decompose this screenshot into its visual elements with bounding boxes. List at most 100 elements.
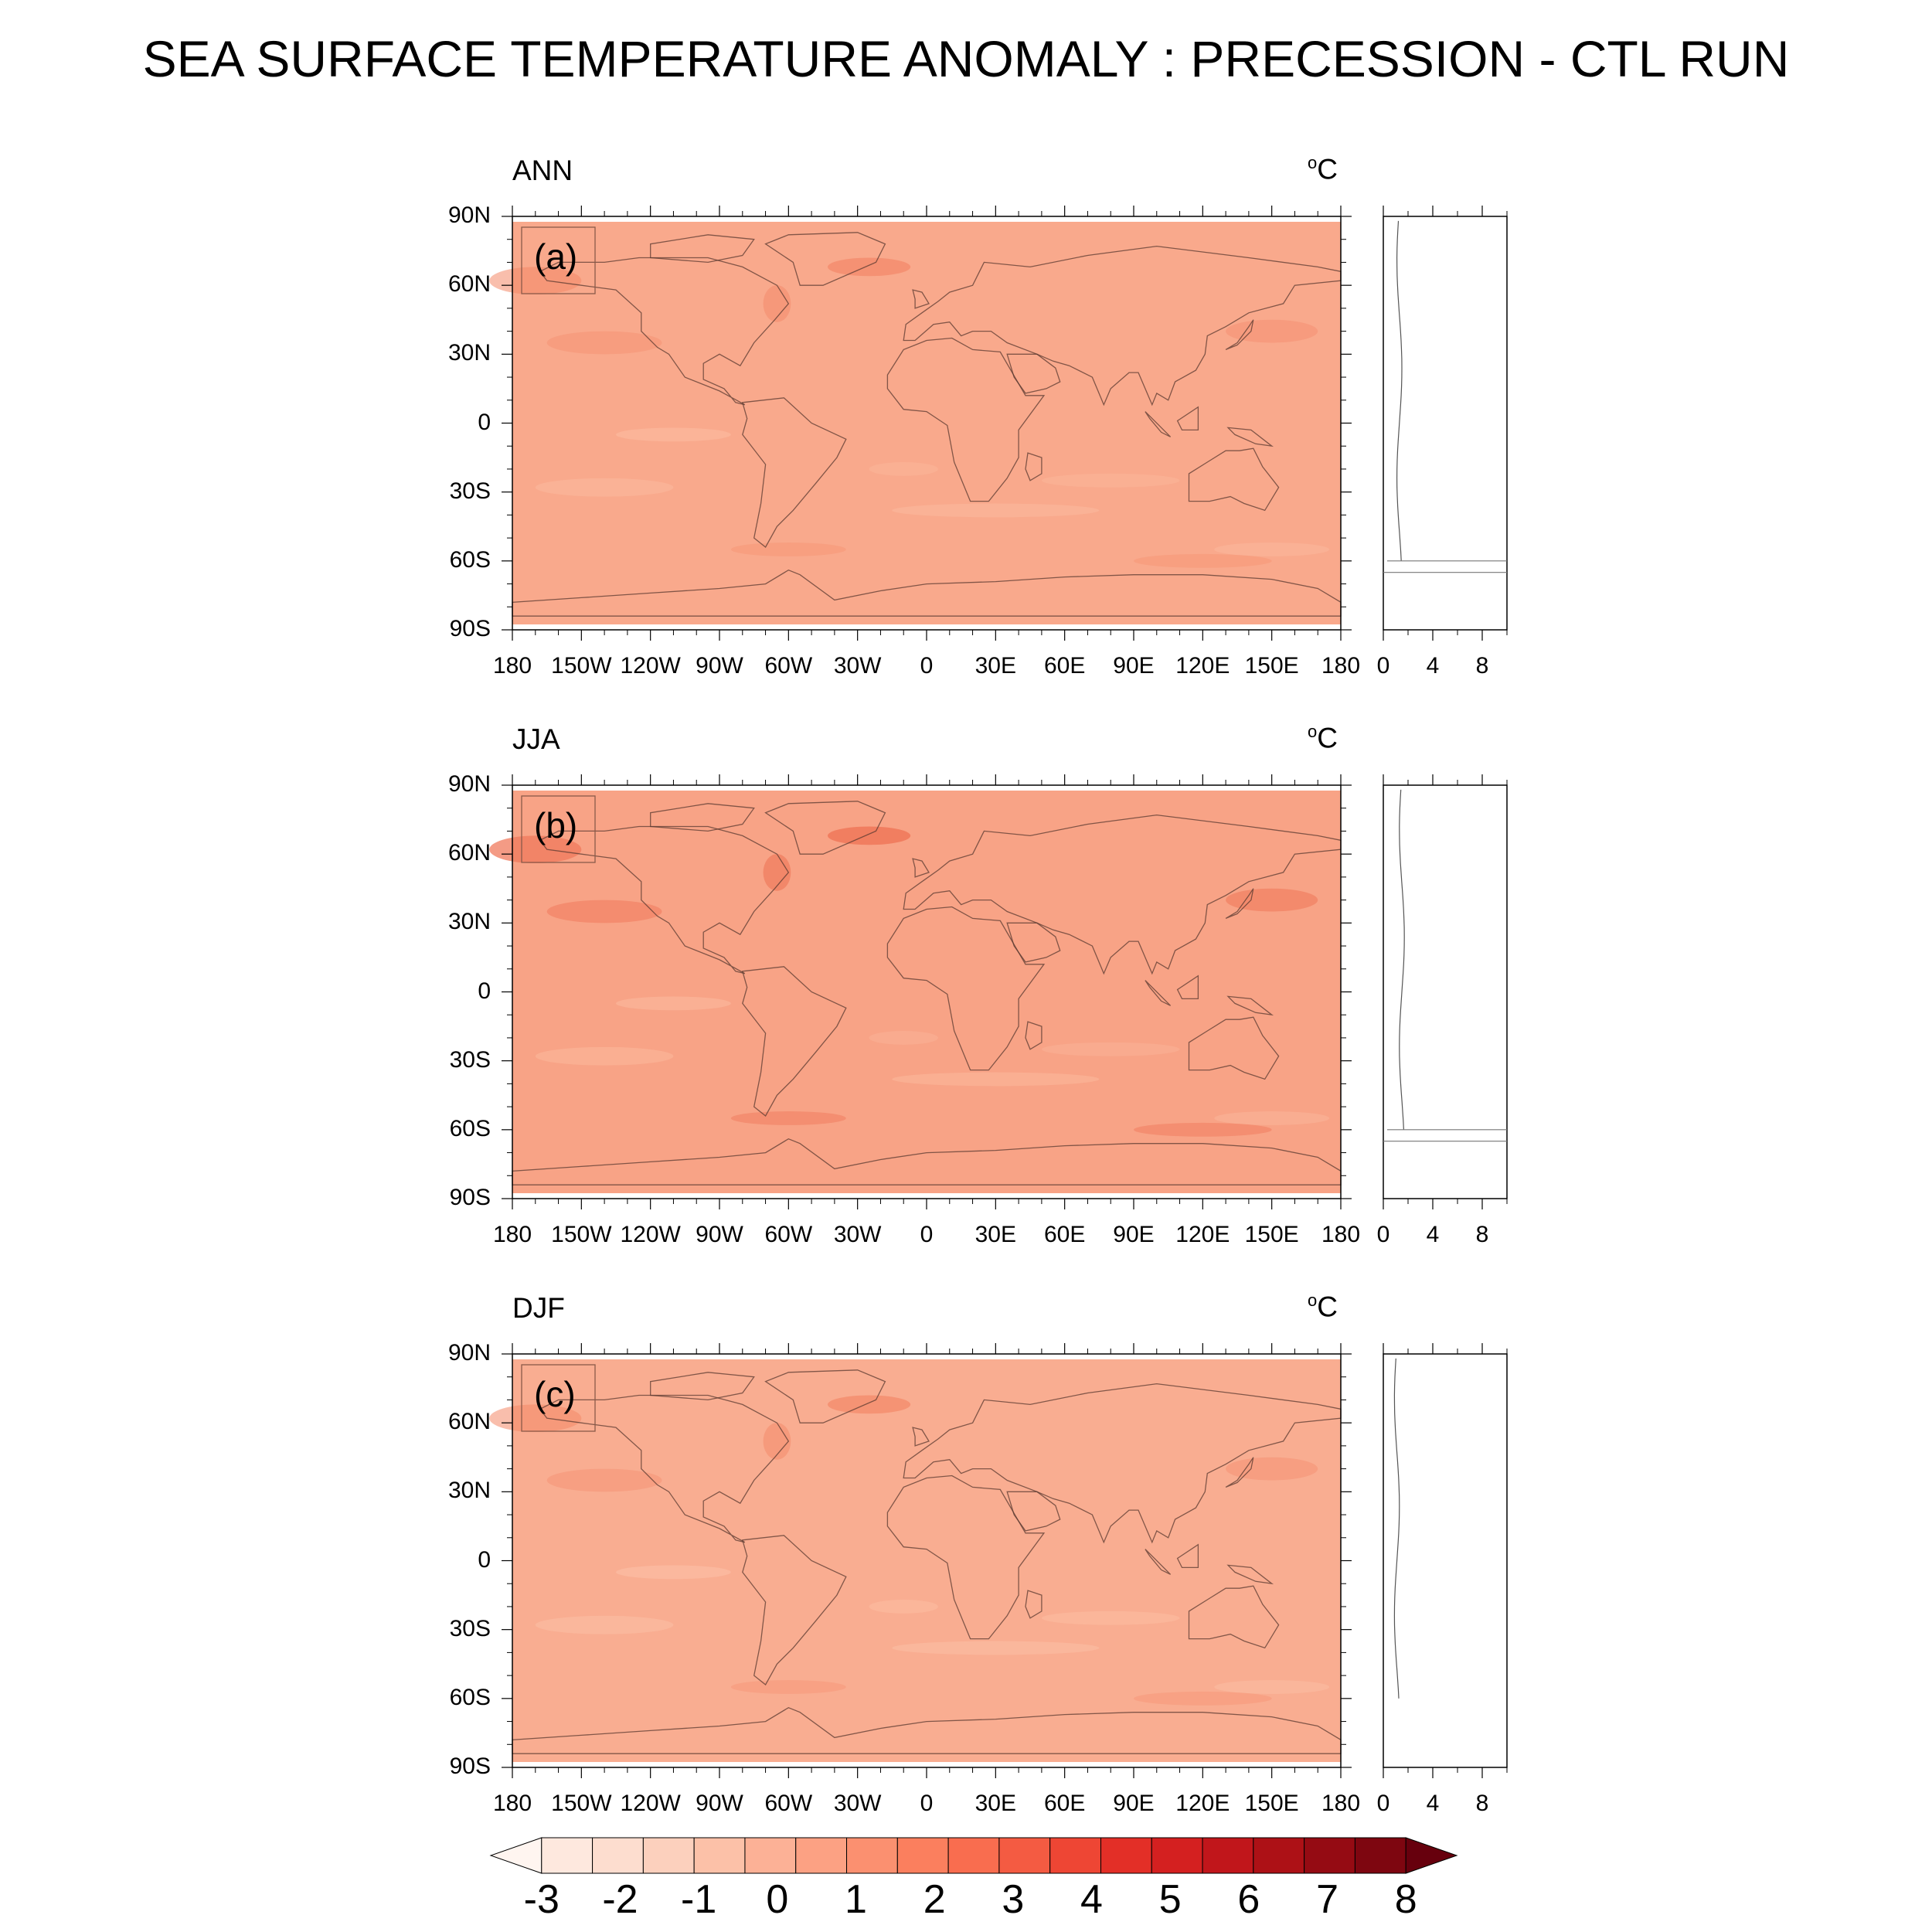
- zonal-tick-label: 8: [1475, 653, 1489, 679]
- panel-tag: (c): [534, 1374, 576, 1414]
- lat-tick-label: 30N: [447, 340, 491, 366]
- lat-tick-label: 90N: [447, 1340, 491, 1366]
- anomaly-patch: [763, 854, 791, 891]
- lon-tick-label: 60W: [764, 653, 813, 679]
- coastline: [512, 1706, 1342, 1754]
- coastline: [764, 801, 886, 855]
- coastline: [1006, 922, 1061, 963]
- anomaly-patch: [1041, 473, 1180, 488]
- anomaly-patch: [616, 1565, 731, 1580]
- coastline: [903, 814, 1342, 975]
- anomaly-patch: [1134, 553, 1272, 568]
- colorbar-label: 0: [766, 1877, 789, 1922]
- lon-tick-label: 180: [492, 653, 532, 679]
- coastline: [1006, 353, 1061, 394]
- anomaly-patch: [535, 1046, 674, 1066]
- lon-tick-label: 30E: [975, 1791, 1017, 1816]
- colorbar-max-arrow: [1405, 1837, 1458, 1874]
- lon-tick-label: 30W: [833, 1791, 882, 1816]
- lat-tick-label: 30N: [447, 1478, 491, 1504]
- anomaly-patch: [869, 1031, 938, 1045]
- colorbar-box: [795, 1837, 848, 1874]
- zonal-tick-label: 0: [1376, 1791, 1390, 1816]
- lat-tick-label: 90S: [449, 616, 491, 641]
- lat-tick-label: 60N: [447, 840, 491, 866]
- colorbar-label: 6: [1237, 1877, 1260, 1922]
- panel-tag-box: [521, 226, 596, 294]
- lat-tick-label: 0: [478, 409, 491, 435]
- coastline: [512, 569, 1342, 617]
- zonal-mean-plot-b: [1383, 774, 1508, 1209]
- lon-tick-label: 90E: [1113, 1222, 1155, 1247]
- coastline: [1188, 1585, 1280, 1649]
- coastline: [903, 245, 1342, 406]
- colorbar-box: [846, 1837, 898, 1874]
- lat-tick-label: 30S: [449, 1615, 491, 1641]
- colorbar-label: 2: [923, 1877, 946, 1922]
- coastline: [1188, 1016, 1280, 1080]
- lon-tick-label: 150W: [551, 1791, 612, 1816]
- coastline: [886, 337, 1046, 502]
- zonal-mean-line: [1396, 220, 1403, 561]
- anomaly-patch: [616, 996, 731, 1011]
- lon-tick-label: 120E: [1175, 1222, 1230, 1247]
- unit-label: oC: [1308, 1291, 1338, 1323]
- coastline: [1176, 406, 1199, 431]
- main-title: SEA SURFACE TEMPERATURE ANOMALY : PRECES…: [142, 30, 1790, 87]
- zonal-tick-label: 4: [1426, 1791, 1440, 1816]
- zonal-mean-plot-a: [1383, 206, 1508, 641]
- anomaly-patch: [892, 1641, 1100, 1655]
- lat-tick-label: 60N: [447, 1409, 491, 1435]
- colorbar-label: -2: [602, 1877, 638, 1922]
- colorbar-min-arrow: [489, 1837, 543, 1874]
- lon-tick-label: 30E: [975, 653, 1017, 679]
- lon-tick-label: 120E: [1175, 1791, 1230, 1816]
- coastline: [1225, 319, 1254, 351]
- anomaly-patch: [1226, 1457, 1318, 1481]
- colorbar-label: 4: [1080, 1877, 1103, 1922]
- lon-tick-label: 180: [1321, 653, 1361, 679]
- anomaly-patch: [827, 257, 911, 277]
- unit-letter: C: [1317, 722, 1338, 754]
- lon-tick-label: 150W: [551, 1222, 612, 1247]
- unit-letter: C: [1317, 1291, 1338, 1323]
- colorbar-box: [947, 1837, 1000, 1874]
- coastline: [1176, 1543, 1199, 1569]
- lon-tick-label: 120W: [620, 1791, 681, 1816]
- coastline: [1226, 995, 1274, 1016]
- anomaly-patch: [1134, 1122, 1272, 1137]
- colorbar-label: 3: [1002, 1877, 1025, 1922]
- coastline: [886, 1475, 1046, 1640]
- coastline: [764, 1369, 886, 1423]
- panel-season-label: ANN: [512, 155, 573, 186]
- coastline: [1225, 1457, 1254, 1488]
- lon-tick-label: 30E: [975, 1222, 1017, 1247]
- unit-letter: C: [1317, 153, 1338, 185]
- coastline: [1188, 447, 1280, 512]
- colorbar-box: [1304, 1837, 1355, 1874]
- anomaly-patch: [1214, 543, 1330, 556]
- lon-tick-label: 120W: [620, 1222, 681, 1247]
- coastline: [1025, 1021, 1043, 1050]
- lon-tick-label: 0: [920, 1222, 934, 1247]
- coastline: [1025, 1590, 1043, 1619]
- lon-tick-label: 180: [1321, 1791, 1361, 1816]
- lat-tick-label: 90S: [449, 1753, 491, 1779]
- zonal-tick-label: 8: [1475, 1791, 1489, 1816]
- anomaly-patch: [546, 331, 662, 355]
- colorbar-box: [642, 1837, 695, 1874]
- anomaly-patch: [1134, 1691, 1272, 1706]
- anomaly-patch: [1214, 1680, 1330, 1694]
- coastline: [1145, 1549, 1172, 1575]
- map-panel-b: [489, 774, 1352, 1209]
- anomaly-patch: [730, 1680, 846, 1694]
- unit-label: oC: [1308, 153, 1338, 185]
- coastline: [912, 1427, 930, 1447]
- lon-tick-label: 150W: [551, 653, 612, 679]
- lon-tick-label: 150E: [1244, 653, 1299, 679]
- anomaly-patch: [1226, 319, 1318, 343]
- coastline: [539, 257, 790, 406]
- lon-tick-label: 0: [920, 653, 934, 679]
- zonal-frame: [1383, 1353, 1508, 1768]
